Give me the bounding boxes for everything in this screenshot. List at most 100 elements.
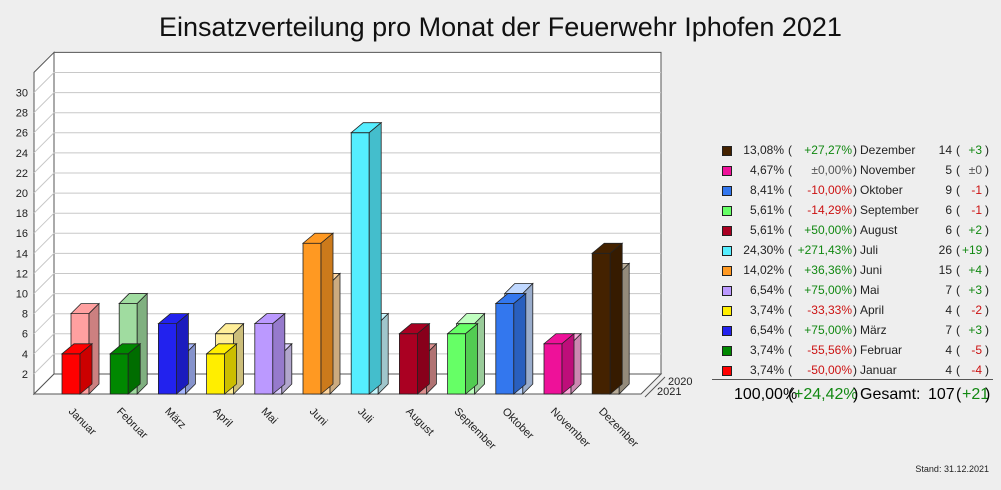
legend-change: -50,00%: [807, 363, 852, 377]
legend-close-paren: ): [853, 243, 857, 257]
legend-open-paren: (: [788, 163, 792, 177]
legend-count-close-paren: ): [985, 303, 989, 317]
gridline: [33, 132, 661, 154]
legend-swatch: [722, 346, 732, 356]
bar-front: [302, 242, 322, 395]
legend-count: 4: [945, 343, 952, 357]
legend-swatch: [722, 246, 732, 256]
y-tick-label: 2: [22, 369, 28, 381]
legend-open-paren: (: [788, 203, 792, 217]
legend-open-paren: (: [788, 223, 792, 237]
legend-percent: 3,74%: [749, 363, 784, 377]
bar-2021: [109, 342, 142, 395]
legend-percent: 5,61%: [749, 223, 784, 237]
legend-count-open-paren: (: [956, 203, 960, 217]
legend-percent: 14,02%: [743, 263, 784, 277]
legend-month: April: [860, 303, 885, 317]
x-tick-label: November: [548, 406, 593, 451]
total-count-close-paren: ): [985, 386, 991, 403]
legend-count: 7: [945, 283, 952, 297]
legend-month: September: [860, 203, 919, 217]
legend-month: Januar: [860, 363, 897, 377]
legend-percent: 6,54%: [749, 283, 784, 297]
legend-swatch: [722, 146, 732, 156]
legend-open-paren: (: [788, 323, 792, 337]
y-tick-label: 12: [16, 268, 28, 280]
legend-month: Mai: [860, 283, 880, 297]
legend-percent: 3,74%: [749, 303, 784, 317]
legend-count-close-paren: ): [985, 343, 989, 357]
legend-diff: +3: [968, 283, 982, 297]
legend-count-close-paren: ): [985, 363, 989, 377]
legend-close-paren: ): [853, 323, 857, 337]
legend-count-close-paren: ): [985, 183, 989, 197]
legend-change: ±0,00%: [811, 163, 852, 177]
bar-side: [513, 292, 527, 395]
bar-front: [157, 323, 177, 395]
legend-swatch: [722, 186, 732, 196]
total-diff: +21: [962, 386, 990, 403]
legend-open-paren: (: [788, 143, 792, 157]
gridline: [33, 232, 661, 254]
bar-2021: [157, 312, 190, 395]
legend-row: 5,61%(-14,29%) September 6(-1): [718, 200, 994, 220]
x-tick-label: September: [451, 406, 498, 453]
legend-total-row: 100,00% ( +24,42% ) Gesamt: 107 ( +21 ): [718, 383, 994, 403]
legend-swatch: [722, 326, 732, 336]
legend-month: Juni: [860, 263, 883, 277]
legend: 13,08%(+27,27%) Dezember 14(+3) 4,67%(±0,00…: [718, 140, 994, 380]
gridline: [33, 212, 661, 234]
legend-diff: -2: [971, 303, 982, 317]
legend-count-close-paren: ): [985, 163, 989, 177]
legend-count: 6: [945, 203, 952, 217]
x-tick-label: Mai: [259, 406, 280, 427]
legend-row: 5,61%(+50,00%) August 6(+2): [718, 220, 994, 240]
legend-open-paren: (: [788, 283, 792, 297]
total-percent: 100,00%: [734, 386, 798, 403]
total-open-paren: (: [788, 386, 794, 403]
legend-count: 7: [945, 323, 952, 337]
x-tick-label: Juni: [307, 406, 330, 429]
y-tick-label: 10: [16, 289, 28, 301]
gridline: [33, 293, 661, 314]
legend-row: 4,67%(±0,00%) November 5(±0): [718, 160, 994, 180]
bar-side: [609, 242, 623, 395]
series-label-2020: 2020: [668, 376, 692, 388]
legend-diff: -5: [971, 343, 982, 357]
bar-front: [591, 252, 611, 395]
legend-count: 4: [945, 303, 952, 317]
y-tick-label: 20: [16, 188, 28, 200]
legend-change: +36,36%: [804, 263, 852, 277]
legend-change: -10,00%: [807, 183, 852, 197]
legend-close-paren: ): [853, 343, 857, 357]
legend-count-open-paren: (: [956, 303, 960, 317]
legend-row: 3,74%(-50,00%) Januar 4(-4): [718, 360, 994, 380]
legend-change: +75,00%: [804, 323, 852, 337]
bar-front: [495, 303, 515, 395]
legend-swatch: [722, 366, 732, 376]
x-tick-label: Dezember: [596, 406, 641, 451]
bar-front: [398, 333, 418, 395]
bar-front: [206, 353, 226, 395]
legend-change: -33,33%: [807, 303, 852, 317]
bar-2021: [446, 322, 479, 395]
legend-open-paren: (: [788, 243, 792, 257]
bar-front: [350, 132, 370, 395]
legend-divider: [712, 379, 993, 380]
legend-close-paren: ): [853, 143, 857, 157]
legend-change: +50,00%: [804, 223, 852, 237]
legend-count-close-paren: ): [985, 283, 989, 297]
depth-divider: [644, 376, 666, 398]
legend-percent: 6,54%: [749, 323, 784, 337]
series-label-2021: 2021: [657, 386, 681, 398]
legend-month: Oktober: [860, 183, 903, 197]
x-tick-labels: Januar Februar März April Mai Juni Juli August S…: [66, 406, 641, 453]
legend-swatch: [722, 286, 732, 296]
bar-2021: [591, 242, 624, 395]
gridline: [33, 112, 661, 134]
bar-side: [127, 342, 141, 395]
legend-count: 26: [938, 243, 952, 257]
gridline: [33, 72, 661, 93]
